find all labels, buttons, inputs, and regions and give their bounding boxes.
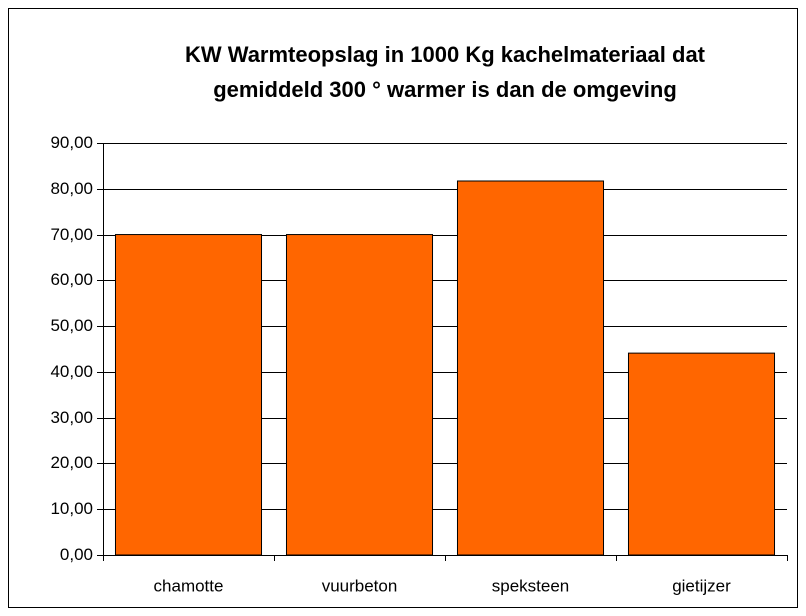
bar <box>456 180 605 556</box>
x-tick-label: speksteen <box>492 576 570 595</box>
x-tick-label: gietijzer <box>672 576 731 595</box>
y-tick-label: 50,00 <box>50 316 93 335</box>
x-tick-label: chamotte <box>154 576 224 595</box>
y-tick-label: 30,00 <box>50 408 93 427</box>
x-tick-label: vuurbeton <box>322 576 398 595</box>
y-tick-label: 60,00 <box>50 270 93 289</box>
bar <box>285 234 434 556</box>
chart-title: gemiddeld 300 ° warmer is dan de omgevin… <box>213 77 677 102</box>
y-tick-label: 0,00 <box>60 545 93 564</box>
y-tick-label: 40,00 <box>50 362 93 381</box>
y-tick-label: 20,00 <box>50 453 93 472</box>
bar <box>627 352 776 556</box>
bar <box>114 234 263 556</box>
y-tick-label: 90,00 <box>50 133 93 152</box>
chart-title: KW Warmteopslag in 1000 Kg kachelmateria… <box>185 42 706 67</box>
y-tick-label: 80,00 <box>50 179 93 198</box>
y-tick-label: 10,00 <box>50 499 93 518</box>
y-tick-label: 70,00 <box>50 225 93 244</box>
